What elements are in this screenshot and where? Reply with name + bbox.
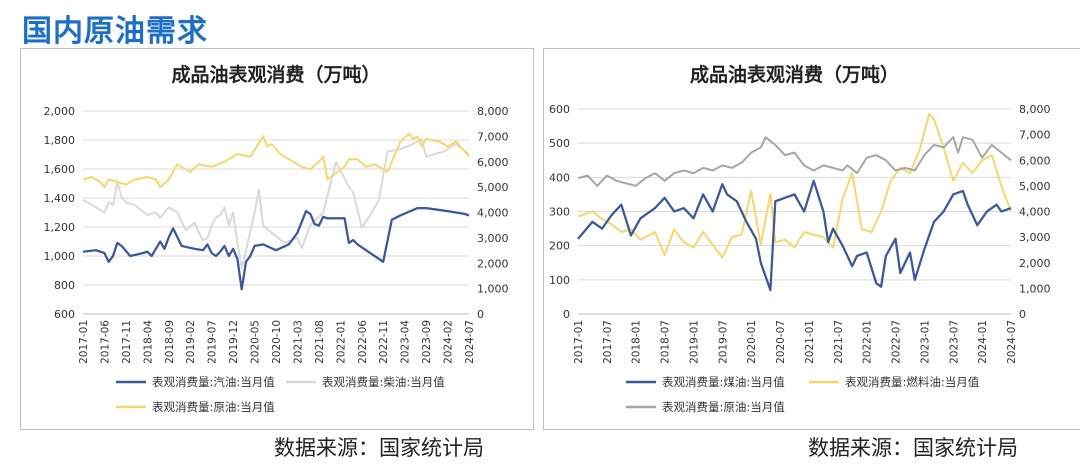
x-tick-label: 2021-08 [314, 320, 326, 364]
chart-left: 成品油表观消费（万吨） 600 800 1,000 1,200 1,400 1,600 1,8… [44, 63, 509, 414]
x-tick-label: 2024-07 [464, 320, 476, 364]
x-tick-label: 2017-01 [573, 320, 585, 364]
x-tick-label: 2020-07 [775, 320, 787, 364]
right-tick-label: 0 [477, 308, 484, 321]
series-line-0 [577, 179, 1012, 292]
x-tick-label: 2021-03 [292, 320, 304, 364]
x-tick-label: 2021-01 [804, 320, 816, 364]
right-tick-label: 3,000 [1019, 231, 1051, 244]
x-tick-label: 2018-09 [164, 320, 176, 364]
x-tick-label: 2023-01 [919, 320, 931, 364]
x-tick-label: 2022-07 [891, 320, 903, 364]
left-tick-label: 300 [549, 206, 570, 219]
x-tick-label: 2022-11 [378, 320, 390, 364]
right-tick-label: 1,000 [1019, 282, 1051, 295]
source-note-right: 数据来源：国家统计局 [808, 436, 1018, 460]
left-tick-label: 1,200 [44, 221, 76, 234]
legend-label: 表观消费量:燃料油:当月值 [845, 375, 980, 389]
chart-panel-left: 成品油表观消费（万吨） 600 800 1,000 1,200 1,400 1,600 1,8… [20, 48, 534, 430]
left-tick-label: 0 [563, 308, 570, 321]
right-tick-label: 0 [1019, 308, 1026, 321]
legend-label: 表观消费量:煤油:当月值 [662, 375, 785, 389]
right-tick-label: 6,000 [1019, 154, 1051, 167]
x-tick-label: 2019-01 [688, 320, 700, 364]
left-tick-label: 1,600 [44, 163, 76, 176]
right-tick-label: 3,000 [477, 232, 509, 245]
x-tick-label: 2020-05 [250, 320, 262, 364]
legend-label: 表观消费量:原油:当月值 [152, 400, 275, 414]
legend-label: 表观消费量:柴油:当月值 [322, 375, 445, 389]
right-tick-label: 6,000 [477, 156, 509, 169]
x-tick-label: 2021-07 [833, 320, 845, 364]
left-tick-label: 600 [54, 308, 75, 321]
series-line-2 [82, 132, 470, 189]
left-tick-label: 1,400 [44, 192, 76, 205]
left-tick-label: 200 [549, 240, 570, 253]
left-tick-label: 1,800 [44, 134, 76, 147]
right-tick-label: 4,000 [1019, 206, 1051, 219]
left-tick-label: 500 [549, 137, 570, 150]
source-note-left: 数据来源：国家统计局 [274, 436, 484, 460]
x-tick-label: 2018-01 [631, 320, 643, 364]
right-tick-label: 2,000 [1019, 257, 1051, 270]
right-tick-label: 8,000 [1019, 103, 1051, 116]
x-tick-label: 2017-06 [99, 320, 111, 364]
x-tick-label: 2024-07 [1006, 320, 1018, 364]
right-tick-label: 5,000 [1019, 180, 1051, 193]
page-title: 国内原油需求 [22, 14, 208, 49]
x-tick-label: 2023-04 [400, 320, 412, 364]
x-tick-label: 2020-01 [746, 320, 758, 364]
right-tick-label: 7,000 [477, 130, 509, 143]
x-tick-label: 2019-02 [185, 320, 197, 364]
x-tick-label: 2018-04 [142, 320, 154, 364]
left-tick-label: 800 [54, 279, 75, 292]
series-line-front [577, 179, 1012, 292]
right-tick-label: 1,000 [477, 283, 509, 296]
x-tick-label: 2023-09 [421, 320, 433, 364]
x-tick-label: 2022-06 [357, 320, 369, 364]
series-line-1 [577, 113, 1012, 259]
left-tick-label: 100 [549, 274, 570, 287]
series-line-2 [577, 136, 1012, 187]
x-tick-label: 2017-01 [78, 320, 90, 364]
left-tick-label: 600 [549, 103, 570, 116]
legend-label: 表观消费量:汽油:当月值 [152, 375, 275, 389]
chart-panel-right: 成品油表观消费（万吨） 0 100 200 300 400 500 600 0 1,000 2,00… [543, 48, 1080, 430]
x-tick-label: 2022-01 [335, 320, 347, 364]
x-tick-label: 2022-01 [862, 320, 874, 364]
x-tick-label: 2024-02 [443, 320, 455, 364]
left-tick-label: 1,000 [44, 250, 76, 263]
x-tick-label: 2017-07 [602, 320, 614, 364]
chart-title: 成品油表观消费（万吨） [690, 63, 899, 86]
chart-right: 成品油表观消费（万吨） 0 100 200 300 400 500 600 0 1,000 2,00… [549, 63, 1051, 414]
x-tick-label: 2019-12 [228, 320, 240, 364]
x-tick-label: 2023-07 [948, 320, 960, 364]
series-line-1 [82, 137, 470, 270]
left-tick-label: 400 [549, 171, 570, 184]
x-tick-label: 2019-07 [207, 320, 219, 364]
right-tick-label: 7,000 [1019, 129, 1051, 142]
right-tick-label: 4,000 [477, 207, 509, 220]
left-tick-label: 2,000 [44, 105, 76, 118]
x-tick-label: 2024-01 [977, 320, 989, 364]
series-line-0 [82, 207, 470, 291]
series-line-front [82, 207, 470, 291]
x-tick-label: 2020-10 [271, 320, 283, 364]
right-tick-label: 2,000 [477, 257, 509, 270]
x-tick-label: 2017-11 [121, 320, 133, 364]
right-tick-label: 5,000 [477, 181, 509, 194]
x-tick-label: 2018-07 [660, 320, 672, 364]
chart-title: 成品油表观消费（万吨） [171, 63, 380, 86]
x-tick-label: 2019-07 [717, 320, 729, 364]
legend-label: 表观消费量:原油:当月值 [662, 400, 785, 414]
right-tick-label: 8,000 [477, 105, 509, 118]
